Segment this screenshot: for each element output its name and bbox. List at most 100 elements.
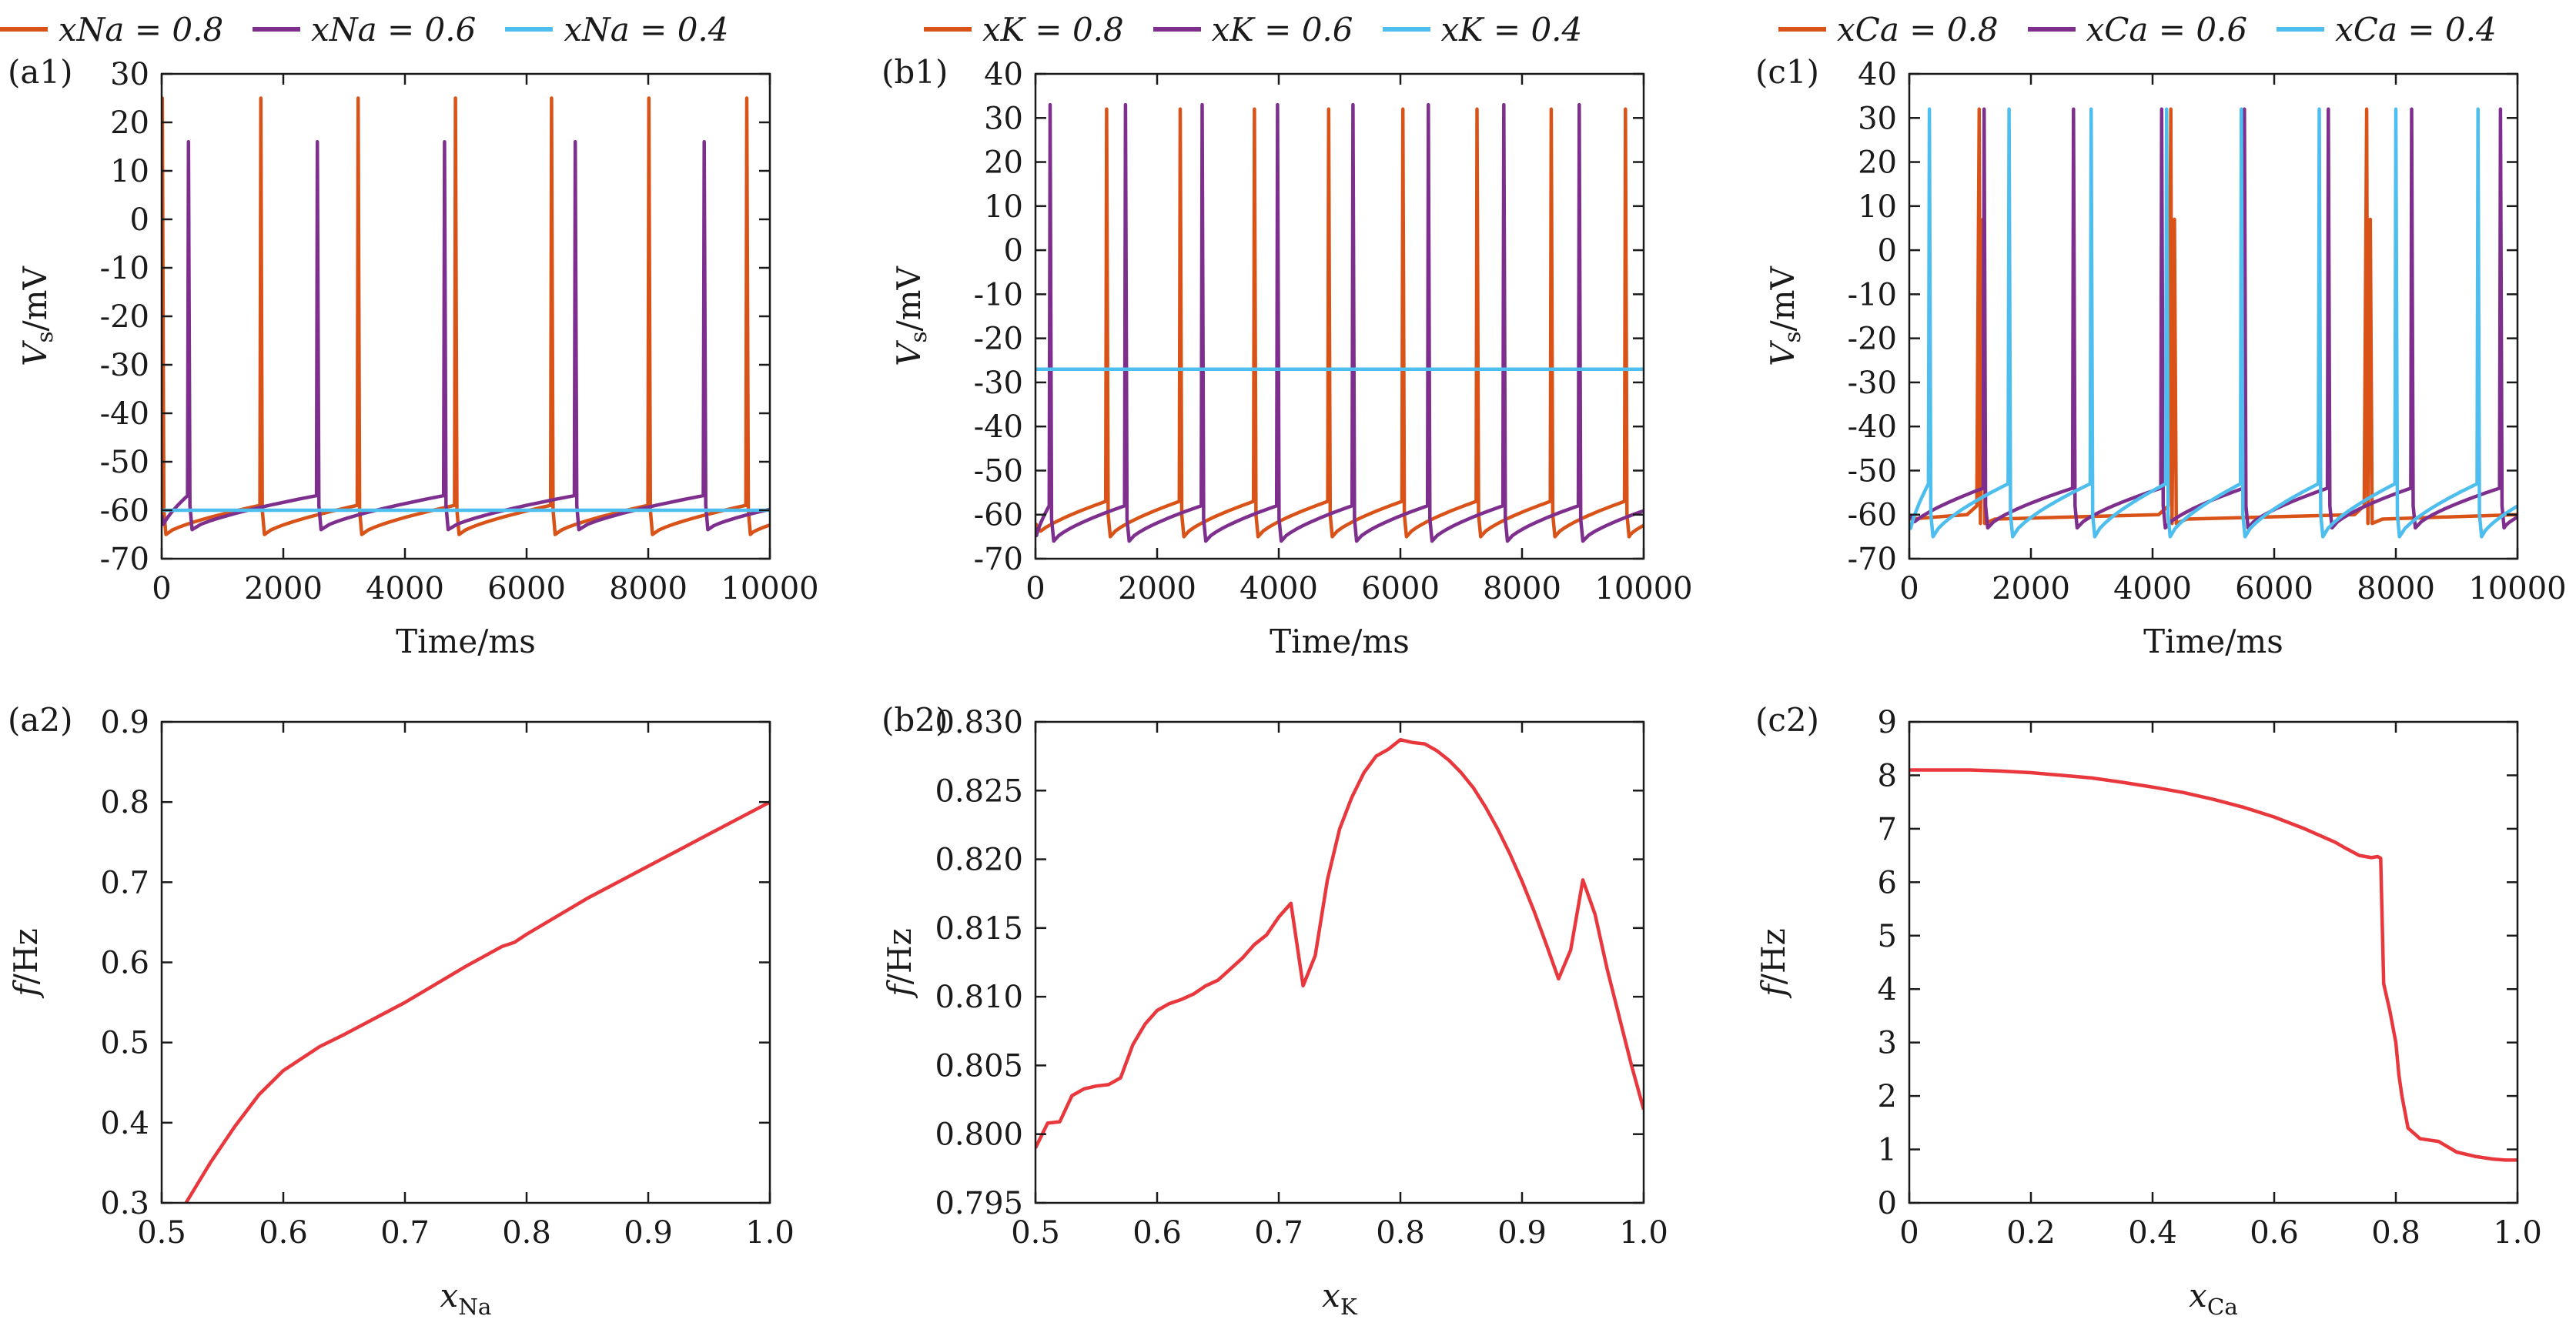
- panel-label: (a1): [8, 53, 73, 91]
- y-tick-label: 0.810: [935, 980, 1023, 1015]
- x-tick-label: 0.4: [2128, 1215, 2177, 1251]
- y-tick-label: -40: [974, 409, 1023, 445]
- y-tick-label: -70: [100, 542, 149, 577]
- axis-label-part: /Hz: [7, 928, 45, 984]
- y-tick-label: 0.830: [935, 705, 1023, 740]
- x-tick-label: 1.0: [745, 1215, 795, 1251]
- panel-label: (b1): [882, 53, 948, 91]
- plot-frame: [1034, 72, 1645, 560]
- x-tick-label: 6000: [487, 571, 566, 606]
- legend-swatch: [924, 27, 972, 32]
- x-tick-label: 0.7: [380, 1215, 430, 1251]
- y-tick-label: 10: [1858, 189, 1897, 225]
- series-group: [1035, 737, 1644, 1149]
- legend-item: xNa = 0.6: [253, 11, 476, 48]
- chart-b1: 0 2000 4000 6000 8000 10000 -70 -60 -50 -40 -30 -20…: [882, 53, 1693, 660]
- x-tick-label: 6000: [1361, 571, 1440, 606]
- y-tick-label: 0: [130, 202, 149, 238]
- series-line-f: [1909, 768, 2517, 1162]
- y-tick-label: -60: [1848, 498, 1897, 533]
- y-tick-label: 0: [1004, 233, 1023, 269]
- x-tick-label: 0: [1899, 571, 1919, 606]
- x-tick-label: 1.0: [1619, 1215, 1668, 1251]
- series-line-xNa-0_8: [162, 96, 770, 536]
- y-tick-label: 2: [1878, 1079, 1897, 1114]
- plot-frame: [1908, 72, 2519, 560]
- axis-label-part: s: [1779, 331, 1805, 342]
- y-tick-label: -30: [1848, 366, 1897, 401]
- chart-c2: 0 0.2 0.4 0.6 0.8 1.0 0 1 2 3 4 5 6 7 8 9 xCa f/Hz (c2): [1755, 701, 2542, 1320]
- y-tick-label: 0.825: [935, 773, 1023, 809]
- axis-label-part: /Hz: [881, 928, 918, 984]
- x-tick-label: 2000: [1118, 571, 1196, 606]
- y-tick-label: 10: [984, 189, 1023, 225]
- x-tick-label: 0: [152, 571, 171, 606]
- legend-label: xNa = 0.4: [564, 10, 729, 48]
- series-line-xCa-0_8: [1909, 107, 2517, 526]
- axis-label: f/Hz: [7, 928, 45, 998]
- plot-frame: [1908, 720, 2519, 1204]
- series-line-f: [1035, 737, 1644, 1149]
- y-tick-label: 20: [110, 105, 149, 141]
- x-tick-label: 0: [1025, 571, 1045, 606]
- x-tick-label: 2000: [1992, 571, 2070, 606]
- legend-item: xCa = 0.8: [1778, 11, 1999, 48]
- legend-item: xK = 0.6: [1153, 11, 1353, 48]
- y-tick-label: 0.805: [935, 1048, 1023, 1084]
- y-tick-label: 40: [984, 57, 1023, 92]
- y-tick-label: -50: [100, 445, 149, 480]
- x-tick-label: 10000: [1594, 571, 1692, 606]
- legend-label: xK = 0.4: [1440, 10, 1583, 48]
- x-tick-label: 2000: [244, 571, 323, 606]
- y-tick-label: 20: [984, 145, 1023, 181]
- y-tick-label: -20: [974, 322, 1023, 357]
- y-tick-label: -40: [100, 396, 149, 432]
- axis-label-part: /mV: [16, 266, 54, 331]
- axis-label: Time/ms: [1270, 623, 1410, 660]
- axis-label: xCa: [2189, 1277, 2238, 1320]
- legend-item: xCa = 0.6: [2027, 11, 2247, 48]
- x-tick-label: 0.9: [1497, 1215, 1547, 1251]
- y-tick-label: 0.820: [935, 843, 1023, 878]
- x-tick-label: 0.9: [624, 1215, 673, 1251]
- y-tick-label: -20: [1848, 322, 1897, 357]
- chart-a1: 0 2000 4000 6000 8000 10000 -70 -60 -50 -40 -30 -20…: [8, 53, 819, 660]
- series-group: [162, 96, 770, 536]
- y-tick-label: 0: [1878, 1186, 1897, 1221]
- x-tick-label: 8000: [609, 571, 687, 606]
- series-line-f: [184, 800, 770, 1203]
- legend-label: xCa = 0.4: [2335, 10, 2497, 48]
- x-tick-label: 4000: [1239, 571, 1318, 606]
- axis-label-part: Na: [458, 1294, 491, 1320]
- x-tick-label: 0.8: [2371, 1215, 2420, 1251]
- legend-swatch: [2277, 27, 2325, 32]
- x-tick-label: 10000: [721, 571, 818, 606]
- y-tick-label: 0.6: [100, 946, 149, 981]
- y-tick-label: 30: [110, 57, 149, 92]
- y-tick-label: 0: [1878, 233, 1897, 269]
- x-tick-label: 8000: [1483, 571, 1561, 606]
- axis-label: Vs/mV: [890, 266, 932, 366]
- y-tick-label: 0.5: [100, 1026, 149, 1061]
- y-tick-label: 0.3: [100, 1186, 149, 1221]
- axis-label: Time/ms: [2143, 623, 2283, 660]
- axis-label: f/Hz: [1755, 928, 1792, 998]
- x-tick-label: 0.6: [2250, 1215, 2299, 1251]
- legend-a1: xNa = 0.8 xNa = 0.6 xNa = 0.4: [0, 6, 729, 52]
- series-line-xNa-0_6: [162, 139, 770, 532]
- series-group: [184, 800, 770, 1203]
- plot-frame: [160, 72, 771, 560]
- axis-label: Vs/mV: [1764, 266, 1805, 366]
- axis-label-part: x: [440, 1277, 459, 1314]
- x-tick-label: 0.8: [1376, 1215, 1425, 1251]
- axis-label-part: Ca: [2207, 1294, 2238, 1320]
- panel-label: (c1): [1755, 53, 1819, 91]
- axis-label: Time/ms: [396, 623, 536, 660]
- x-tick-label: 1.0: [2493, 1215, 2542, 1251]
- legend-swatch: [2027, 27, 2076, 32]
- legend-label: xNa = 0.6: [311, 10, 477, 48]
- y-tick-label: 9: [1878, 705, 1897, 740]
- series-group: [1909, 768, 2517, 1162]
- series-line-xCa-0_6: [1909, 107, 2517, 530]
